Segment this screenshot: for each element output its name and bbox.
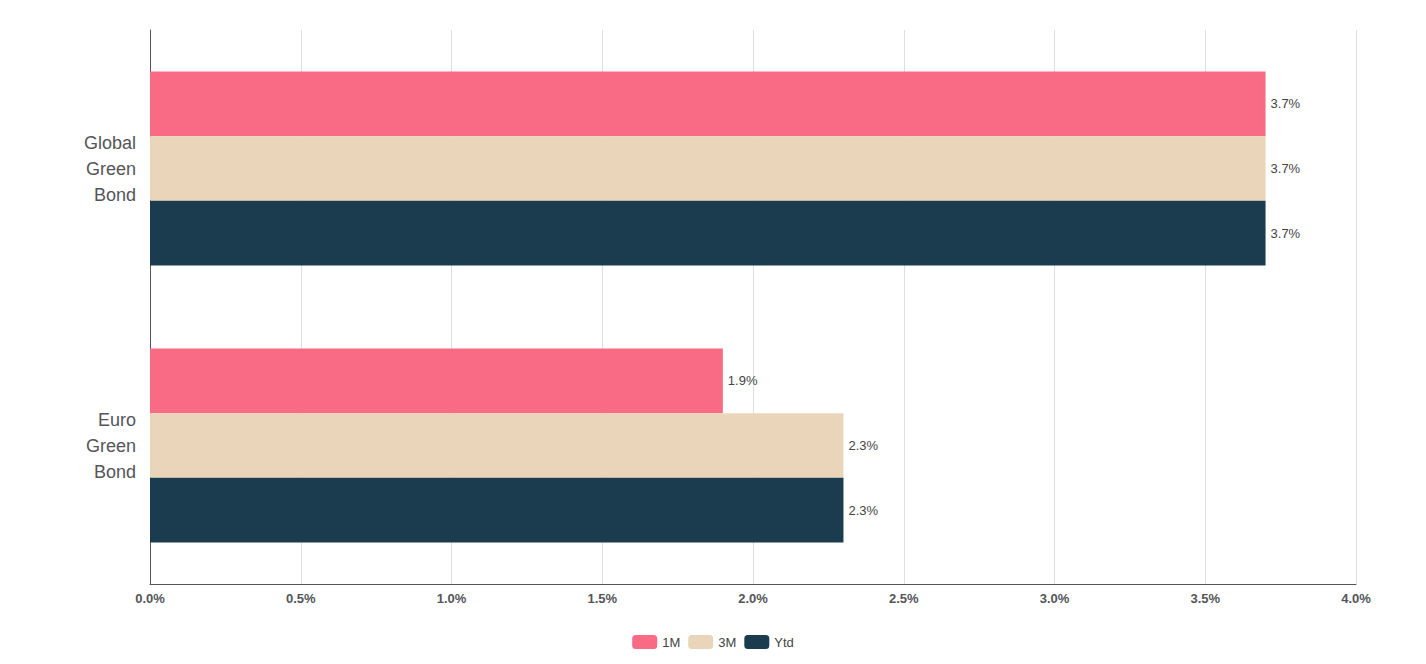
svg-text:2.3%: 2.3% (848, 503, 878, 518)
svg-text:Green: Green (86, 159, 136, 179)
svg-text:0.5%: 0.5% (286, 591, 316, 606)
svg-text:3.0%: 3.0% (1040, 591, 1070, 606)
svg-text:3.7%: 3.7% (1271, 96, 1301, 111)
svg-text:1M: 1M (662, 635, 680, 650)
svg-text:0.0%: 0.0% (135, 591, 165, 606)
svg-text:4.0%: 4.0% (1341, 591, 1371, 606)
svg-text:Bond: Bond (94, 462, 136, 482)
svg-text:Euro: Euro (98, 410, 136, 430)
svg-text:3.7%: 3.7% (1271, 161, 1301, 176)
svg-text:Global: Global (84, 133, 136, 153)
svg-text:Green: Green (86, 436, 136, 456)
svg-text:2.3%: 2.3% (848, 438, 878, 453)
svg-text:Ytd: Ytd (774, 635, 794, 650)
svg-text:3M: 3M (718, 635, 736, 650)
svg-text:1.9%: 1.9% (728, 373, 758, 388)
svg-text:1.5%: 1.5% (587, 591, 617, 606)
svg-text:2.5%: 2.5% (889, 591, 919, 606)
svg-text:Bond: Bond (94, 185, 136, 205)
svg-text:2.0%: 2.0% (738, 591, 768, 606)
svg-text:3.5%: 3.5% (1190, 591, 1220, 606)
svg-text:1.0%: 1.0% (437, 591, 467, 606)
svg-text:3.7%: 3.7% (1271, 226, 1301, 241)
